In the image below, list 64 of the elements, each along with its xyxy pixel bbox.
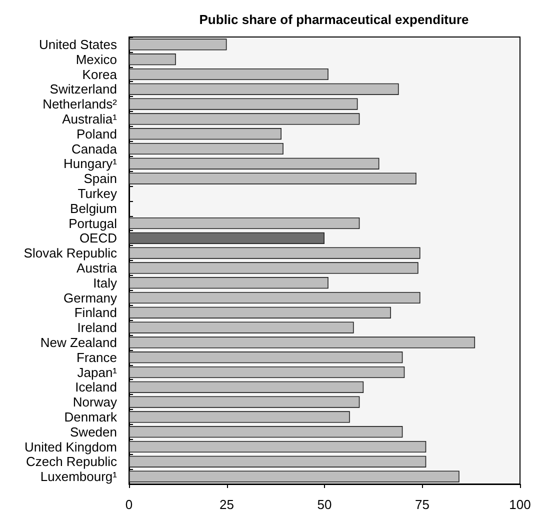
y-tick-label: Slovak Republic	[24, 246, 118, 261]
bar	[129, 411, 350, 423]
x-tick-label: 50	[317, 497, 332, 512]
y-tick-label: Korea	[82, 66, 118, 82]
y-tick-label: Turkey	[78, 186, 118, 201]
y-tick-label: Japan¹	[77, 364, 118, 380]
bar	[129, 470, 460, 482]
y-tick-label: United Kingdom	[24, 439, 117, 454]
y-tick-label: Denmark	[64, 409, 118, 424]
bar	[129, 381, 364, 393]
bar	[129, 217, 360, 230]
y-tick-label: Switzerland	[50, 82, 117, 97]
bar	[129, 128, 282, 140]
bar	[129, 366, 405, 378]
bar	[129, 396, 360, 408]
x-tick-label: 100	[509, 497, 531, 512]
bar	[129, 292, 420, 304]
bar	[129, 306, 391, 318]
bar	[129, 38, 227, 50]
chart-title: Public share of pharmaceutical expenditure	[199, 12, 469, 27]
bar	[129, 232, 324, 244]
y-tick-label: Australia¹	[62, 111, 118, 126]
bar	[129, 158, 380, 170]
bar	[129, 336, 476, 348]
y-tick-label: Belgium	[70, 200, 117, 216]
y-tick-label: Sweden	[70, 424, 117, 440]
bar	[129, 440, 426, 453]
y-tick-label: Hungary¹	[64, 156, 118, 172]
bar	[129, 262, 418, 274]
x-tick-label: 25	[220, 497, 234, 512]
y-tick-label: Netherlands²	[42, 96, 118, 112]
y-tick-label: Portugal	[68, 216, 118, 231]
bar	[129, 98, 358, 110]
y-tick-label: Mexico	[76, 52, 117, 67]
bar	[129, 54, 176, 66]
y-tick-label: New Zealand	[40, 334, 117, 350]
bar	[129, 247, 420, 259]
bar	[129, 277, 328, 289]
y-tick-label: Italy	[93, 275, 118, 290]
x-tick-label: 75	[415, 497, 430, 512]
y-tick-label: Austria	[76, 260, 118, 276]
bar	[129, 142, 284, 155]
y-tick-label: Luxembourg¹	[40, 469, 118, 484]
bar	[129, 113, 360, 125]
bar	[129, 83, 399, 95]
y-tick-label: Finland	[74, 305, 117, 320]
bar	[129, 68, 328, 80]
y-tick-label: Norway	[72, 394, 118, 410]
y-tick-label: United States	[38, 36, 118, 52]
x-tick-label: 0	[125, 497, 133, 512]
bar	[129, 352, 403, 364]
bar	[129, 426, 403, 438]
y-tick-label: Ireland	[77, 320, 117, 336]
y-tick-label: Czech Republic	[26, 454, 118, 470]
y-tick-label: France	[76, 350, 117, 365]
bar	[129, 172, 416, 184]
y-tick-label: Germany	[64, 290, 118, 306]
bar	[129, 322, 354, 334]
y-tick-label: Iceland	[75, 380, 117, 395]
y-tick-label: OECD	[79, 230, 117, 246]
bar	[129, 456, 426, 468]
y-tick-label: Poland	[76, 126, 117, 142]
y-tick-label: Spain	[84, 171, 117, 186]
y-tick-label: Canada	[71, 141, 118, 156]
